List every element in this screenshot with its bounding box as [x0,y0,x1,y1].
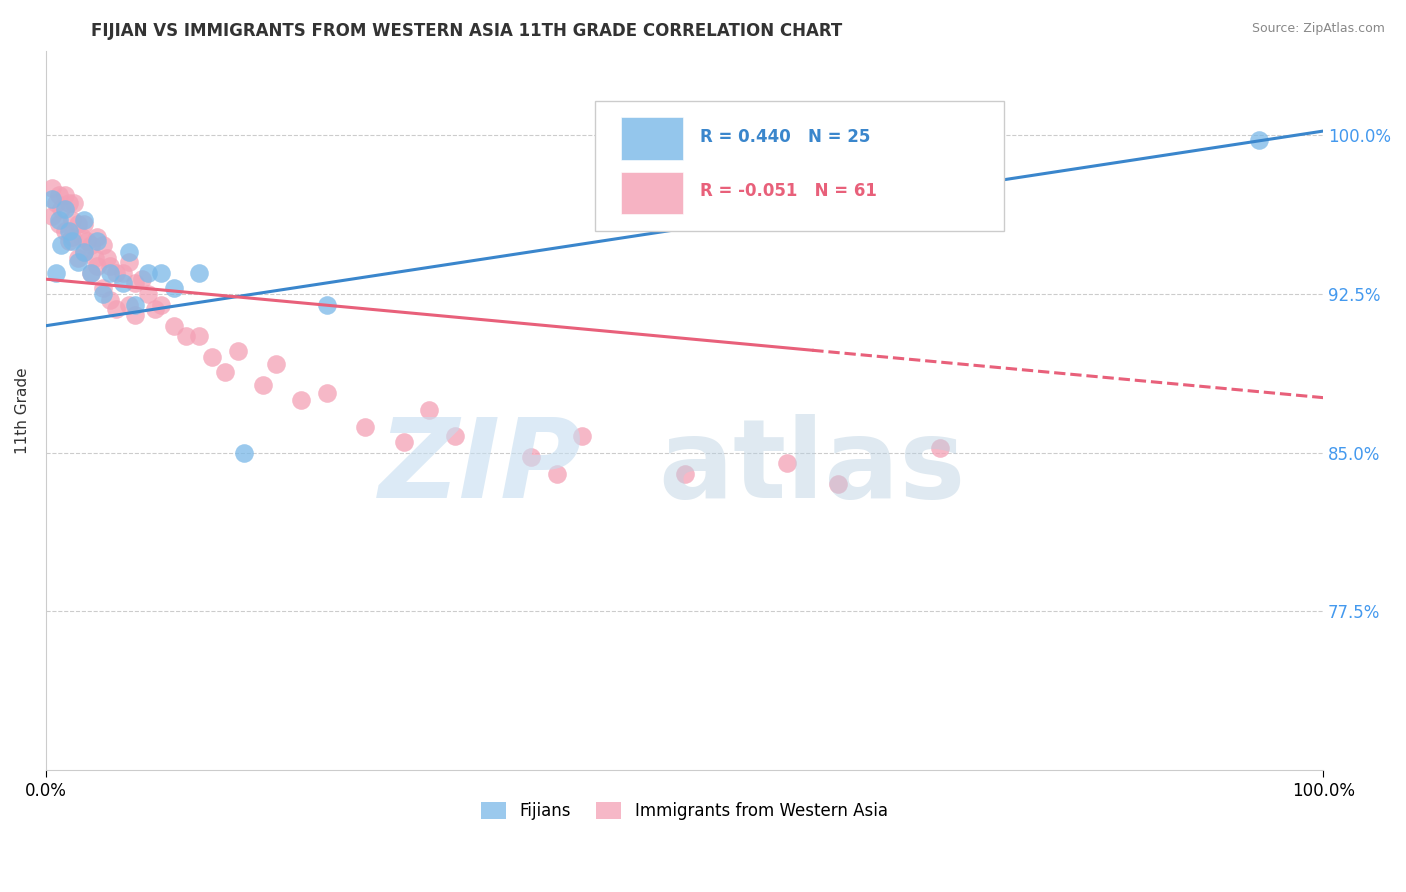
Point [76,234,98,248]
Point [929,442,952,456]
Point [252,378,274,392]
Point [111,277,134,291]
Point [163,280,186,294]
Point [48,217,70,231]
Text: ZIP: ZIP [378,415,582,522]
Point [105,301,128,316]
Point [60,234,83,248]
Point [149,297,172,311]
Point [124,277,146,291]
Point [316,297,339,311]
Point [63,196,86,211]
Point [60,230,83,244]
Point [79,238,101,252]
Text: Source: ZipAtlas.com: Source: ZipAtlas.com [1251,22,1385,36]
Point [1249,132,1271,146]
Point [105,266,128,280]
Point [48,187,70,202]
Point [201,351,224,365]
Point [70,230,93,244]
Point [41,209,63,223]
Point [98,293,121,308]
Point [66,255,89,269]
Point [354,420,377,434]
Point [79,266,101,280]
Point [520,450,543,464]
Y-axis label: 11th Grade: 11th Grade [15,367,30,454]
Point [801,149,824,163]
Point [188,266,211,280]
Point [571,428,593,442]
Point [546,467,568,481]
Point [163,318,186,333]
Point [53,223,76,237]
Text: R = 0.440   N = 25: R = 0.440 N = 25 [700,128,870,146]
Point [98,266,121,280]
Point [776,456,799,470]
Point [232,445,254,459]
Point [392,435,415,450]
Point [290,392,312,407]
Legend: Fijians, Immigrants from Western Asia: Fijians, Immigrants from Western Asia [475,795,894,826]
Point [118,297,141,311]
Point [214,365,236,379]
Point [45,266,67,280]
Point [58,196,80,211]
Text: R = -0.051   N = 61: R = -0.051 N = 61 [700,182,877,200]
Point [93,280,115,294]
Point [73,244,96,259]
Point [136,287,159,301]
Text: atlas: atlas [658,415,966,522]
Point [53,202,76,217]
Point [149,266,172,280]
Point [131,272,153,286]
Point [226,344,249,359]
Point [143,301,166,316]
Point [673,467,696,481]
Point [51,202,73,217]
FancyBboxPatch shape [620,171,683,214]
Point [66,217,89,231]
Point [443,428,465,442]
Point [73,213,96,227]
Point [98,260,121,274]
Point [111,266,134,280]
Point [96,251,118,265]
Point [79,266,101,280]
Point [45,196,67,211]
Point [73,244,96,259]
Point [118,244,141,259]
Point [60,213,83,227]
Point [93,287,115,301]
Point [53,187,76,202]
Point [58,223,80,237]
Point [418,403,440,417]
Point [188,329,211,343]
Text: FIJIAN VS IMMIGRANTS FROM WESTERN ASIA 11TH GRADE CORRELATION CHART: FIJIAN VS IMMIGRANTS FROM WESTERN ASIA 1… [91,22,842,40]
Point [124,308,146,322]
Point [264,357,287,371]
Point [73,217,96,231]
Point [93,238,115,252]
Point [86,230,108,244]
FancyBboxPatch shape [620,118,683,160]
Point [83,251,105,265]
Point [41,181,63,195]
Point [51,238,73,252]
Point [118,255,141,269]
Point [176,329,198,343]
FancyBboxPatch shape [595,101,1004,230]
Point [86,234,108,248]
Point [58,234,80,248]
Point [827,477,849,491]
Point [124,297,146,311]
Point [66,251,89,265]
Point [136,266,159,280]
Point [41,192,63,206]
Point [316,386,339,401]
Point [48,213,70,227]
Point [86,260,108,274]
